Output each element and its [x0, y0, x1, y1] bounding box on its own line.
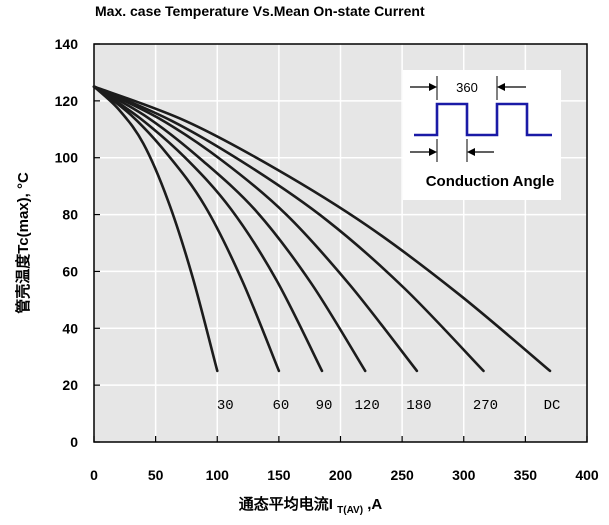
curve-label-120: 120 [355, 398, 380, 414]
inset-arrowhead-lower-left [429, 148, 437, 156]
chart-title: Max. case Temperature Vs.Mean On-state C… [95, 3, 425, 19]
y-tick-label: 0 [70, 434, 78, 450]
y-tick-label: 100 [55, 150, 79, 166]
curve-label-180: 180 [406, 398, 431, 414]
inset-waveform [414, 102, 552, 137]
inset-arrowhead-lower-right [467, 148, 475, 156]
x-tick-label: 300 [452, 467, 476, 483]
curve-30 [92, 85, 219, 373]
inset-arrowhead-right [497, 83, 505, 91]
x-tick-label: 200 [329, 467, 353, 483]
curve-label-90: 90 [316, 398, 333, 414]
inset-caption: Conduction Angle [426, 173, 555, 190]
y-tick-label: 60 [62, 263, 78, 279]
curve-label-30: 30 [217, 398, 234, 414]
axis-ticks: 0 50 100 150 200 250 300 350 400 0 20 40 60 80 100 120 1… [55, 36, 599, 483]
curves [92, 85, 552, 373]
x-tick-label: 50 [148, 467, 164, 483]
x-axis-label-prefix: 通态平均电流I [239, 495, 333, 513]
y-tick-label: 20 [62, 377, 78, 393]
y-tick-label: 120 [55, 93, 79, 109]
curve-label-dc: DC [544, 398, 561, 414]
y-tick-label: 140 [55, 36, 79, 52]
grid [94, 44, 587, 442]
x-tick-label: 0 [90, 467, 98, 483]
inset-period-label: 360 [456, 80, 478, 95]
curve-270 [92, 85, 485, 373]
x-axis-label-sub: T(AV) [337, 505, 363, 516]
y-tick-label: 80 [62, 207, 78, 223]
curve-120 [92, 85, 367, 373]
x-tick-label: 350 [514, 467, 538, 483]
inset-arrowhead-left [429, 83, 437, 91]
x-axis-label: 通态平均电流I T(AV) ,A [239, 495, 383, 517]
y-axis-label: 管壳温度Tc(max), °C [14, 172, 32, 314]
curve-label-60: 60 [272, 398, 289, 414]
x-tick-label: 150 [267, 467, 291, 483]
curve-90 [92, 85, 324, 373]
curve-label-270: 270 [473, 398, 498, 414]
conduction-angle-inset: 360 Conduction Angle [403, 70, 561, 200]
curve-labels: 30 60 90 120 180 270 DC [217, 398, 561, 414]
x-tick-label: 400 [575, 467, 599, 483]
curve-60 [92, 85, 281, 373]
y-tick-label: 40 [62, 320, 78, 336]
x-axis-label-suffix: ,A [367, 496, 382, 513]
curve-dc [92, 85, 552, 373]
x-tick-label: 250 [390, 467, 414, 483]
x-tick-label: 100 [206, 467, 230, 483]
curve-180 [92, 85, 419, 373]
